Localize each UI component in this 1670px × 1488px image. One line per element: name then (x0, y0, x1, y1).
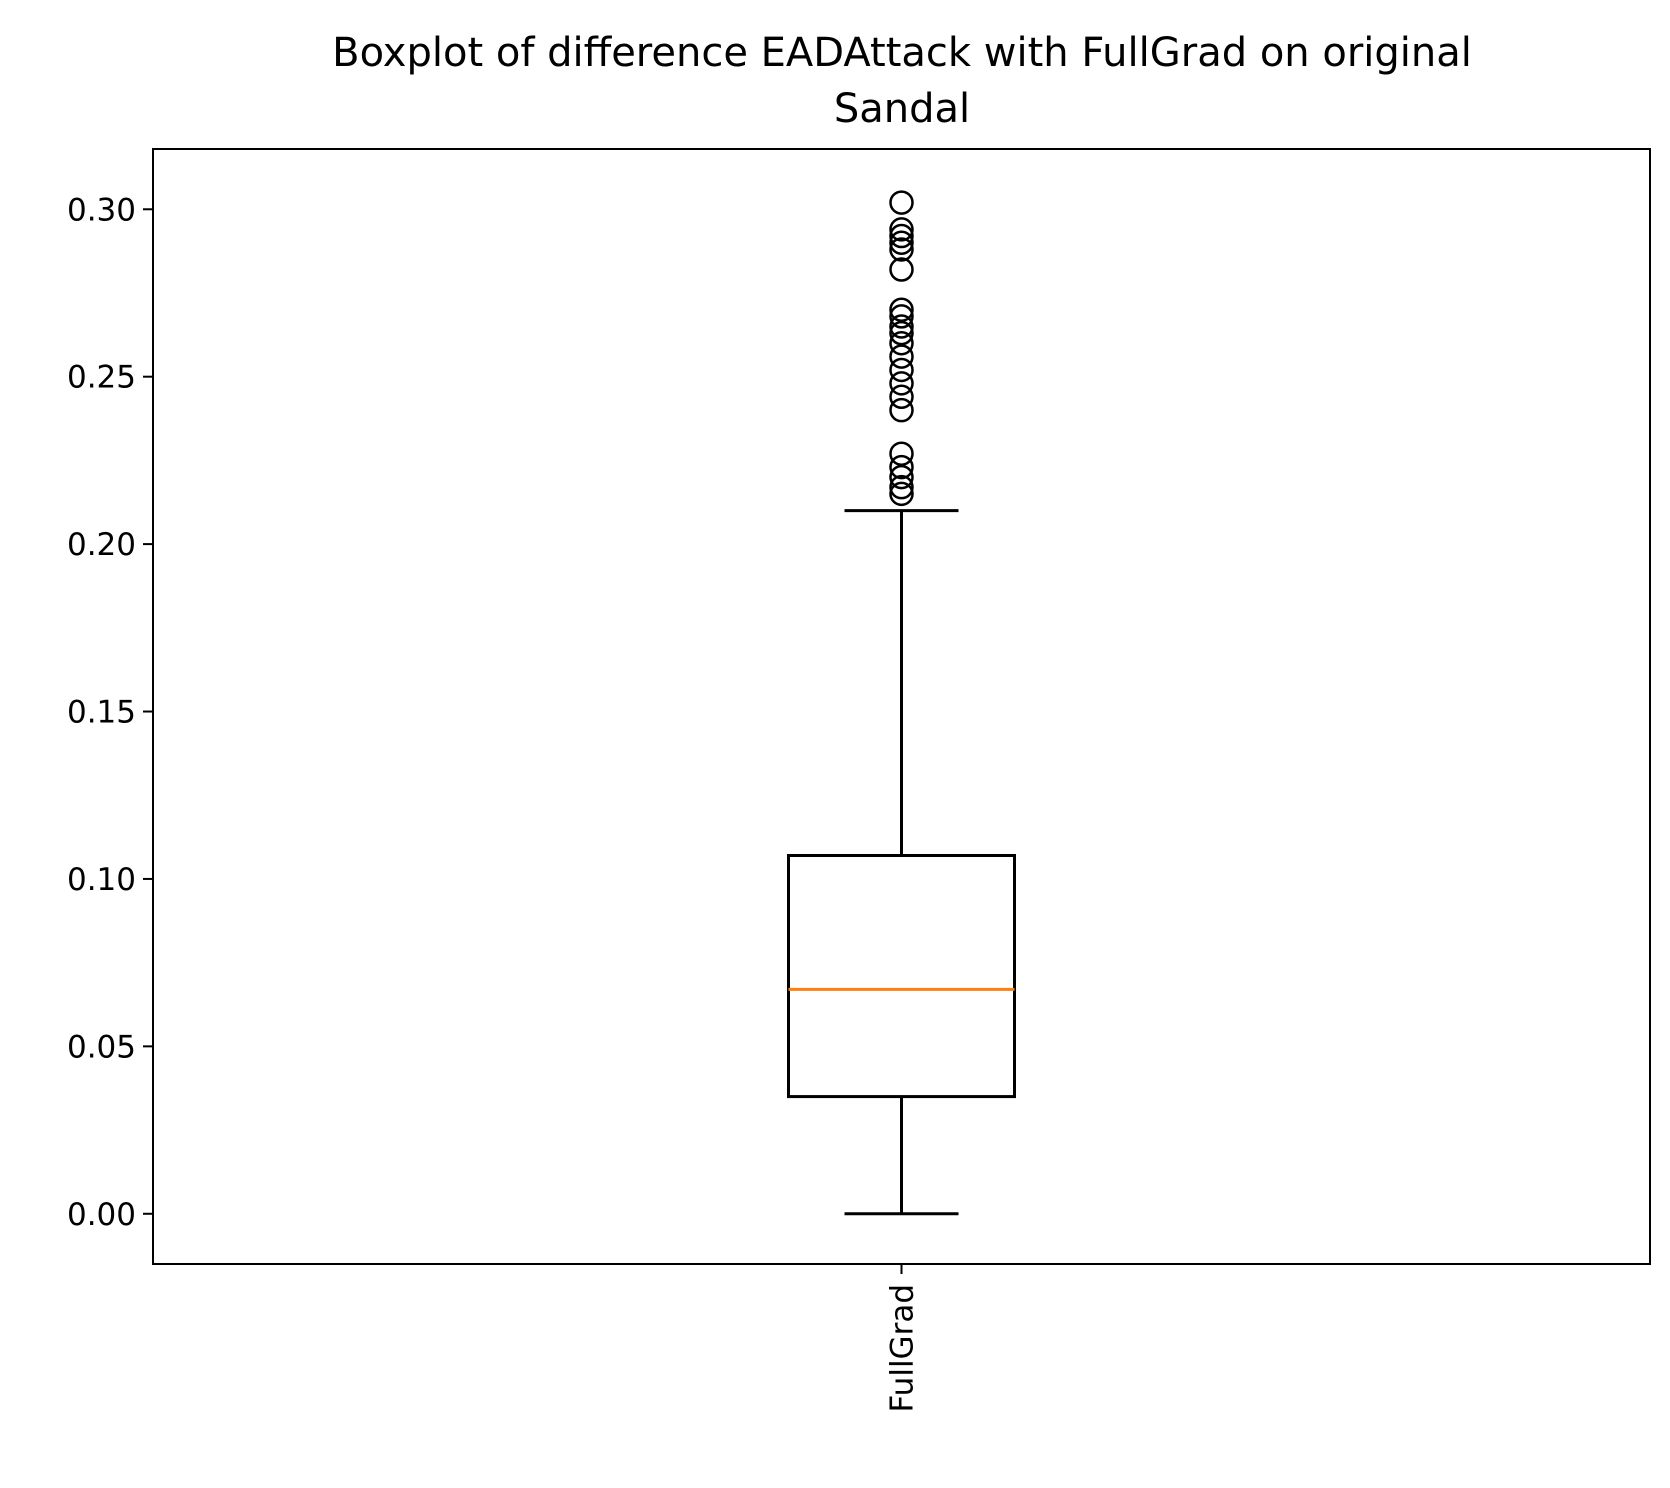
y-tick-label: 0.15 (67, 695, 136, 731)
x-tick-label: FullGrad (885, 1284, 921, 1412)
iqr-box (787, 854, 1016, 1099)
y-tick-label: 0.30 (67, 192, 136, 228)
outlier-point (889, 297, 914, 322)
outlier-point (889, 357, 914, 383)
outlier-point (889, 237, 914, 262)
outlier-point (889, 397, 914, 423)
outlier-point (889, 454, 914, 480)
outlier-point (889, 304, 914, 329)
plot-area (787, 190, 1016, 1216)
outlier-point (889, 257, 914, 282)
outlier-point (889, 481, 914, 507)
y-tick-label: 0.20 (67, 527, 136, 563)
y-tick-label: 0.10 (67, 862, 136, 898)
outlier-point (889, 314, 914, 339)
outlier-point (889, 371, 914, 396)
outlier-point (889, 464, 914, 490)
outlier-point (889, 384, 914, 410)
y-tick-label: 0.00 (67, 1197, 136, 1233)
chart-title-line-1: Boxplot of difference EADAttack with Ful… (332, 30, 1472, 76)
outlier-point (889, 230, 914, 256)
outlier-point (889, 223, 914, 249)
outlier-point (889, 190, 914, 215)
y-tick-label: 0.25 (67, 360, 136, 396)
outlier-point (889, 474, 914, 500)
chart-title-line-2: Sandal (834, 86, 970, 132)
outlier-point (889, 217, 914, 242)
outlier-point (889, 320, 914, 346)
outlier-point (889, 330, 914, 356)
outlier-point (889, 441, 914, 466)
outlier-point (889, 344, 914, 369)
y-tick-label: 0.05 (67, 1029, 136, 1065)
